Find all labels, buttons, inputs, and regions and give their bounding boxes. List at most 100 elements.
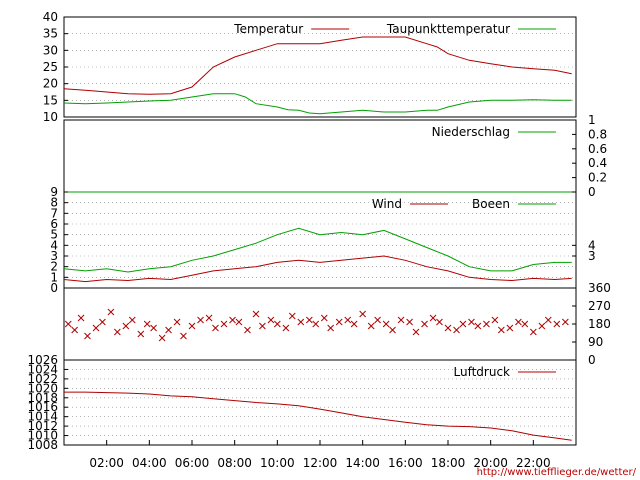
pressure-y-tick-label: 1016 [27, 400, 58, 414]
direction-point [359, 310, 367, 318]
direction-point [389, 326, 396, 334]
legend-label: Wind [372, 197, 402, 211]
direction-point [252, 310, 260, 318]
temperature-y-tick-label: 15 [43, 93, 58, 107]
direction-point [188, 322, 196, 330]
pressure-y-tick-label: 1008 [27, 438, 58, 452]
legend-label: Taupunkttemperatur [386, 22, 510, 36]
direction-point [421, 320, 428, 328]
direction-point [350, 320, 358, 328]
panel-frame-wind-direction [63, 287, 577, 361]
direction-point [122, 322, 130, 330]
temperature-y-tick-label: 30 [43, 43, 58, 57]
footer-url: http://www.tiefflieger.de/wetter/ [476, 467, 636, 478]
direction-point [327, 324, 335, 332]
wind-y-tick-label: 6 [50, 217, 58, 231]
direction-point [320, 314, 328, 322]
x-tick-label: 16:00 [388, 456, 423, 470]
wind-y-tick-label: 4 [50, 238, 58, 252]
legend-label: Niederschlag [432, 125, 510, 139]
direction-point [128, 316, 136, 324]
direction-point [483, 320, 490, 328]
wind-direction-right-tick-label: 270 [588, 299, 611, 313]
direction-point [429, 314, 437, 322]
pressure-series-line-1 [64, 391, 572, 441]
direction-point [229, 316, 236, 324]
precipitation-right-tick-label: 1 [588, 113, 596, 127]
temperature-series-line-2 [63, 93, 572, 115]
direction-point [312, 320, 320, 328]
direction-point [515, 318, 522, 326]
x-tick-label: 04:00 [132, 456, 167, 470]
temperature-y-tick-label: 35 [43, 27, 58, 41]
direction-point [553, 320, 561, 328]
wind-direction-right-tick-label: 180 [588, 317, 611, 331]
pressure-y-tick-label: 1012 [27, 419, 58, 433]
direction-point [297, 318, 305, 326]
x-tick-label: 20:00 [473, 456, 508, 470]
temperature-series-line-1 [63, 36, 572, 95]
wind-series-line-2 [63, 227, 572, 273]
direction-point [165, 326, 172, 334]
direction-point [173, 318, 181, 326]
wind-direction-right-tick-label: 90 [588, 335, 603, 349]
wind-series-line-1 [63, 255, 572, 283]
direction-point [180, 332, 187, 340]
wind-y-tick-label: 1 [50, 270, 58, 284]
wind-y-tick-label: 8 [50, 196, 58, 210]
direction-point [282, 324, 290, 332]
direction-point [305, 316, 313, 324]
direction-point [521, 320, 529, 328]
x-tick-label: 12:00 [303, 456, 338, 470]
direction-point [412, 328, 420, 336]
direction-point [113, 328, 121, 336]
direction-point [453, 326, 460, 334]
direction-point [92, 324, 100, 332]
direction-point [436, 318, 443, 326]
direction-point [220, 320, 228, 328]
pressure-y-tick-label: 1014 [27, 410, 58, 424]
pressure-y-tick-label: 1010 [27, 429, 58, 443]
direction-point [459, 320, 467, 328]
direction-point [158, 334, 166, 342]
pressure-y-tick-label: 1026 [27, 353, 58, 367]
legend-label: Luftdruck [453, 365, 510, 379]
temperature-y-tick-label: 25 [43, 60, 58, 74]
direction-point [529, 328, 537, 336]
precipitation-right-tick-label: 0.8 [588, 127, 607, 141]
direction-point [137, 330, 145, 338]
direction-point [561, 318, 569, 326]
direction-point [99, 318, 106, 326]
precipitation-right-tick-label: 0.2 [588, 171, 607, 185]
precipitation-right-tick-label: 0.4 [588, 156, 607, 170]
direction-point [468, 318, 475, 326]
precipitation-right-tick-label: 0.6 [588, 142, 607, 156]
direction-point [538, 322, 546, 330]
x-tick-label: 02:00 [89, 456, 124, 470]
direction-point [497, 326, 505, 334]
wind-direction-right-tick-label: 0 [588, 353, 596, 367]
direction-point [335, 318, 343, 326]
wind-y-tick-label: 9 [50, 185, 58, 199]
direction-point [84, 332, 91, 340]
precipitation-right-tick-label: 0 [588, 185, 596, 199]
direction-point [71, 326, 79, 334]
direction-point [212, 324, 219, 332]
x-tick-label: 06:00 [175, 456, 210, 470]
direction-point [397, 316, 405, 324]
pressure-y-tick-label: 1022 [27, 372, 58, 386]
x-tick-label: 22:00 [516, 456, 551, 470]
direction-point [205, 314, 213, 322]
x-tick-label: 10:00 [260, 456, 295, 470]
direction-point [544, 316, 552, 324]
legend-label: Temperatur [233, 22, 303, 36]
x-tick-label: 18:00 [431, 456, 466, 470]
wind-y-tick-label: 2 [50, 260, 58, 274]
wind-y-tick-label: 0 [50, 281, 58, 295]
pressure-y-tick-label: 1018 [27, 391, 58, 405]
direction-point [150, 324, 157, 332]
direction-point [506, 324, 514, 332]
direction-point [382, 320, 390, 328]
direction-point [107, 308, 115, 316]
